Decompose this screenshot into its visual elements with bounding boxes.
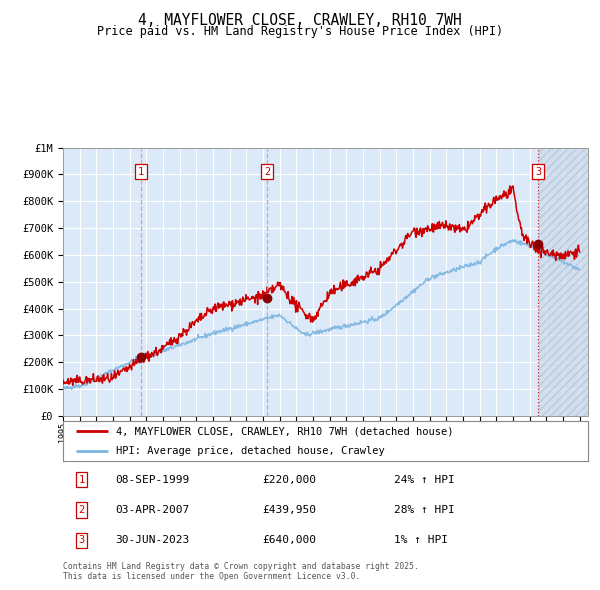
Text: 24% ↑ HPI: 24% ↑ HPI — [394, 475, 455, 485]
Text: 3: 3 — [535, 166, 541, 176]
Text: HPI: Average price, detached house, Crawley: HPI: Average price, detached house, Craw… — [115, 447, 384, 456]
Text: 4, MAYFLOWER CLOSE, CRAWLEY, RH10 7WH (detached house): 4, MAYFLOWER CLOSE, CRAWLEY, RH10 7WH (d… — [115, 427, 453, 436]
Text: £640,000: £640,000 — [263, 535, 317, 545]
Text: 03-APR-2007: 03-APR-2007 — [115, 505, 190, 515]
Bar — [539, 148, 588, 416]
Text: Contains HM Land Registry data © Crown copyright and database right 2025.
This d: Contains HM Land Registry data © Crown c… — [63, 562, 419, 581]
Text: £439,950: £439,950 — [263, 505, 317, 515]
Text: 1: 1 — [138, 166, 144, 176]
Text: £220,000: £220,000 — [263, 475, 317, 485]
Text: 1% ↑ HPI: 1% ↑ HPI — [394, 535, 448, 545]
Text: 30-JUN-2023: 30-JUN-2023 — [115, 535, 190, 545]
Text: 4, MAYFLOWER CLOSE, CRAWLEY, RH10 7WH: 4, MAYFLOWER CLOSE, CRAWLEY, RH10 7WH — [138, 13, 462, 28]
Text: 08-SEP-1999: 08-SEP-1999 — [115, 475, 190, 485]
Text: 1: 1 — [78, 475, 85, 485]
Text: 2: 2 — [264, 166, 270, 176]
Text: 3: 3 — [78, 535, 85, 545]
Text: Price paid vs. HM Land Registry's House Price Index (HPI): Price paid vs. HM Land Registry's House … — [97, 25, 503, 38]
Text: 2: 2 — [78, 505, 85, 515]
Text: 28% ↑ HPI: 28% ↑ HPI — [394, 505, 455, 515]
